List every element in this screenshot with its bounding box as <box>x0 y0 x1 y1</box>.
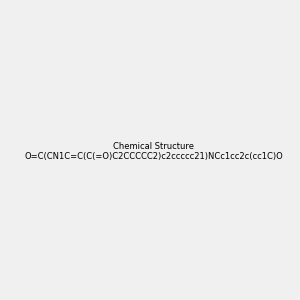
Text: Chemical Structure
O=C(CN1C=C(C(=O)C2CCCCC2)c2ccccc21)NCc1cc2c(cc1C)O: Chemical Structure O=C(CN1C=C(C(=O)C2CCC… <box>24 142 283 161</box>
